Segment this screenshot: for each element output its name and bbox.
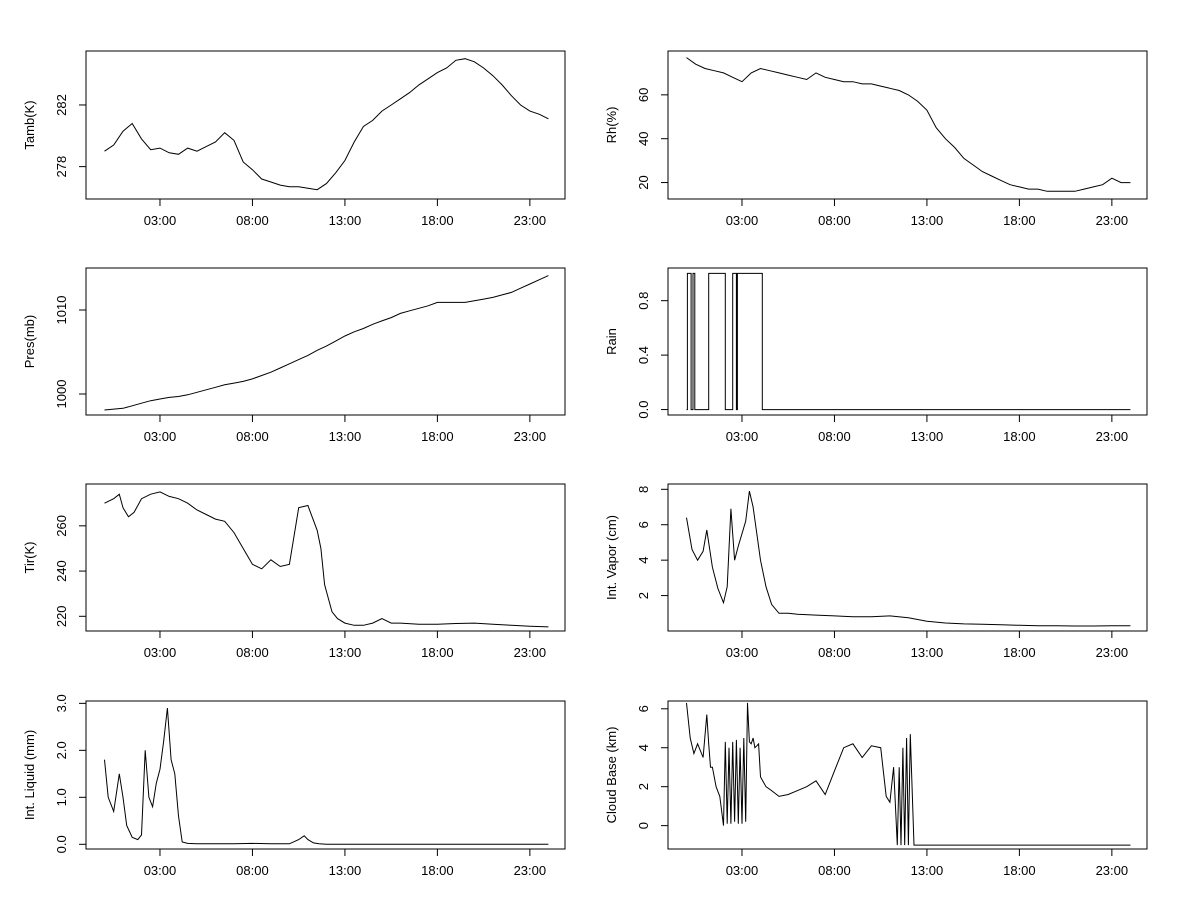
series-line — [104, 707, 549, 845]
y-axis-label: Rh(%) — [604, 107, 619, 144]
x-tick-label: 08:00 — [236, 645, 269, 660]
series-line — [104, 58, 549, 191]
y-tick-label: 4 — [636, 557, 651, 564]
panel-int-liquid: 03:00 08:00 13:00 18:00 23:00 0.0 1.0 2.0 3.0 Int… — [22, 694, 566, 878]
x-tick-label: 13:00 — [911, 213, 944, 228]
y-axis-label: Pres(mb) — [22, 315, 37, 368]
y-axis-label: Tir(K) — [22, 541, 37, 573]
panel-rh: 03:00 08:00 13:00 18:00 23:00 20 40 60 Rh(%) — [604, 50, 1148, 228]
x-tick-label: 18:00 — [421, 645, 454, 660]
x-tick-label: 23:00 — [1096, 429, 1129, 444]
axes-frame — [667, 700, 1148, 850]
x-tick-label: 03:00 — [144, 863, 177, 878]
x-tick-label: 13:00 — [911, 863, 944, 878]
y-tick-label: 3.0 — [54, 694, 69, 712]
axes-frame — [85, 267, 566, 416]
series-line — [686, 272, 1131, 411]
x-tick-label: 23:00 — [514, 863, 547, 878]
x-tick-label: 18:00 — [1003, 645, 1036, 660]
y-tick-label: 2 — [636, 592, 651, 599]
y-tick-label: 240 — [54, 560, 69, 582]
y-tick-label: 20 — [636, 175, 651, 189]
x-tick-label: 23:00 — [1096, 213, 1129, 228]
x-tick-label: 13:00 — [329, 863, 362, 878]
y-tick-label: 260 — [54, 515, 69, 537]
x-tick-label: 08:00 — [236, 213, 269, 228]
x-tick-label: 18:00 — [421, 429, 454, 444]
y-tick-label: 0.4 — [636, 346, 651, 364]
series-line — [686, 702, 1131, 846]
y-tick-label: 4 — [636, 744, 651, 751]
x-tick-label: 03:00 — [144, 429, 177, 444]
y-tick-label: 8 — [636, 486, 651, 493]
x-tick-label: 23:00 — [514, 213, 547, 228]
panel-pres: 03:00 08:00 13:00 18:00 23:00 1000 1010 Pres(mb… — [22, 267, 566, 444]
axes-frame — [667, 267, 1148, 416]
panel-tamb: 03:00 08:00 13:00 18:00 23:00 278 282 Tamb(K) — [22, 50, 566, 228]
y-tick-label: 2.0 — [54, 741, 69, 759]
x-tick-label: 03:00 — [726, 213, 759, 228]
axes-frame — [85, 50, 566, 200]
x-tick-label: 03:00 — [726, 429, 759, 444]
x-tick-label: 13:00 — [329, 645, 362, 660]
axes-frame — [667, 50, 1148, 200]
y-tick-label: 2 — [636, 783, 651, 790]
y-tick-label: 0.0 — [636, 401, 651, 419]
panel-cloud-base: 03:00 08:00 13:00 18:00 23:00 0 2 4 6 Cloud Base … — [604, 700, 1148, 878]
x-tick-label: 08:00 — [818, 645, 851, 660]
y-tick-label: 6 — [636, 705, 651, 712]
series-line — [686, 57, 1131, 192]
x-tick-label: 08:00 — [818, 863, 851, 878]
y-tick-label: 0 — [636, 822, 651, 829]
x-tick-label: 08:00 — [818, 213, 851, 228]
y-tick-label: 1010 — [54, 296, 69, 325]
x-tick-label: 08:00 — [236, 429, 269, 444]
y-axis-label: Int. Vapor (cm) — [604, 515, 619, 600]
y-axis-label: Tamb(K) — [22, 100, 37, 149]
y-tick-label: 278 — [54, 156, 69, 178]
axes-frame — [667, 483, 1148, 632]
y-axis-label: Cloud Base (km) — [604, 727, 619, 824]
panel-rain: 03:00 08:00 13:00 18:00 23:00 0.0 0.4 0.8 Rain — [604, 267, 1148, 444]
x-tick-label: 03:00 — [726, 863, 759, 878]
x-tick-label: 13:00 — [911, 645, 944, 660]
y-tick-label: 1000 — [54, 380, 69, 409]
y-tick-label: 60 — [636, 88, 651, 102]
x-tick-label: 23:00 — [514, 429, 547, 444]
x-tick-label: 18:00 — [1003, 213, 1036, 228]
y-tick-label: 1.0 — [54, 788, 69, 806]
x-tick-label: 18:00 — [421, 863, 454, 878]
y-tick-label: 40 — [636, 131, 651, 145]
x-tick-label: 03:00 — [144, 213, 177, 228]
axes-frame — [85, 483, 566, 632]
series-line — [104, 275, 549, 411]
panel-int-vapor: 03:00 08:00 13:00 18:00 23:00 2 4 6 8 Int. Vapor … — [604, 483, 1148, 660]
series-line — [104, 491, 549, 628]
axes-frame — [85, 700, 566, 850]
x-tick-label: 18:00 — [1003, 863, 1036, 878]
x-tick-label: 03:00 — [726, 645, 759, 660]
x-tick-label: 18:00 — [1003, 429, 1036, 444]
x-tick-label: 03:00 — [144, 645, 177, 660]
y-tick-label: 0.8 — [636, 292, 651, 310]
y-axis-label: Int. Liquid (mm) — [22, 730, 37, 820]
y-axis-label: Rain — [604, 328, 619, 355]
y-tick-label: 0.0 — [54, 835, 69, 853]
panel-tir: 03:00 08:00 13:00 18:00 23:00 220 240 260 Tir(K) — [22, 483, 566, 660]
x-tick-label: 23:00 — [1096, 863, 1129, 878]
y-tick-label: 282 — [54, 94, 69, 116]
x-tick-label: 13:00 — [911, 429, 944, 444]
x-tick-label: 13:00 — [329, 213, 362, 228]
y-tick-label: 220 — [54, 605, 69, 627]
y-tick-label: 6 — [636, 521, 651, 528]
x-tick-label: 13:00 — [329, 429, 362, 444]
x-tick-label: 23:00 — [1096, 645, 1129, 660]
series-line — [686, 490, 1131, 627]
x-tick-label: 08:00 — [818, 429, 851, 444]
x-tick-label: 08:00 — [236, 863, 269, 878]
x-tick-label: 23:00 — [514, 645, 547, 660]
x-tick-label: 18:00 — [421, 213, 454, 228]
